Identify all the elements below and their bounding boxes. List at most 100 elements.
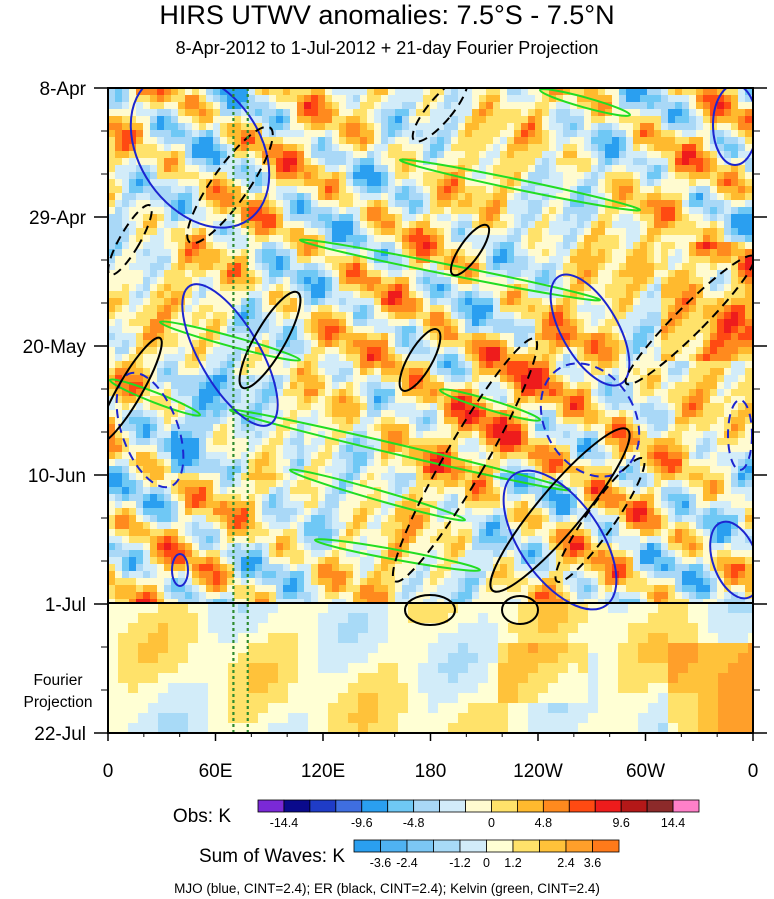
- field-cell: [304, 459, 311, 466]
- field-cell: [717, 116, 724, 123]
- field-cell: [234, 333, 241, 340]
- field-cell: [521, 319, 528, 326]
- field-cell: [640, 130, 647, 137]
- field-cell: [416, 144, 423, 151]
- field-cell: [710, 221, 717, 228]
- field-cell: [192, 95, 199, 102]
- field-cell: [220, 102, 227, 109]
- field-cell: [661, 186, 668, 193]
- field-cell: [528, 172, 535, 179]
- field-cell: [528, 382, 535, 389]
- field-cell: [199, 116, 206, 123]
- field-cell: [591, 130, 598, 137]
- field-cell: [297, 102, 304, 109]
- field-cell: [535, 319, 542, 326]
- field-cell: [710, 165, 717, 172]
- field-cell: [395, 221, 402, 228]
- field-cell: [570, 144, 577, 151]
- field-cell: [696, 410, 703, 417]
- field-cell: [731, 158, 738, 165]
- field-cell: [612, 242, 619, 249]
- field-cell: [465, 305, 472, 312]
- field-cell: [724, 382, 731, 389]
- field-cell: [402, 277, 409, 284]
- field-cell: [430, 445, 437, 452]
- field-cell: [381, 116, 388, 123]
- field-cell: [122, 235, 129, 242]
- field-cell: [360, 263, 367, 270]
- field-cell: [703, 375, 710, 382]
- field-cell: [626, 235, 633, 242]
- field-cell: [381, 151, 388, 158]
- field-cell: [661, 396, 668, 403]
- field-cell: [675, 95, 682, 102]
- field-cell: [290, 410, 297, 417]
- field-cell: [591, 424, 598, 431]
- field-cell: [297, 382, 304, 389]
- field-cell: [269, 403, 276, 410]
- field-cell: [311, 249, 318, 256]
- field-cell: [577, 347, 584, 354]
- field-cell: [612, 305, 619, 312]
- field-cell: [129, 221, 136, 228]
- field-cell: [353, 200, 360, 207]
- field-cell: [472, 88, 479, 95]
- field-cell: [745, 417, 752, 424]
- field-cell: [108, 277, 115, 284]
- field-cell: [661, 130, 668, 137]
- field-cell: [507, 179, 514, 186]
- field-cell: [339, 144, 346, 151]
- field-cell: [178, 445, 185, 452]
- field-cell: [577, 249, 584, 256]
- field-cell: [269, 172, 276, 179]
- field-cell: [696, 249, 703, 256]
- field-cell: [500, 95, 507, 102]
- field-cell: [318, 396, 325, 403]
- field-cell: [367, 207, 374, 214]
- field-cell: [640, 326, 647, 333]
- field-cell: [262, 312, 269, 319]
- field-cell: [423, 88, 430, 95]
- field-cell: [696, 347, 703, 354]
- field-cell: [479, 165, 486, 172]
- field-cell: [108, 326, 115, 333]
- field-cell: [115, 312, 122, 319]
- field-cell: [591, 88, 598, 95]
- field-cell: [472, 102, 479, 109]
- field-cell: [521, 403, 528, 410]
- field-cell: [605, 270, 612, 277]
- field-cell: [696, 200, 703, 207]
- field-cell: [423, 179, 430, 186]
- field-cell: [178, 214, 185, 221]
- field-cell: [360, 431, 367, 438]
- field-cell: [647, 179, 654, 186]
- field-cell: [395, 137, 402, 144]
- field-cell: [164, 95, 171, 102]
- field-cell: [731, 319, 738, 326]
- field-cell: [423, 242, 430, 249]
- field-cell: [444, 221, 451, 228]
- field-cell: [535, 123, 542, 130]
- field-cell: [367, 123, 374, 130]
- field-cell: [465, 277, 472, 284]
- field-cell: [563, 221, 570, 228]
- field-cell: [626, 137, 633, 144]
- field-cell: [108, 438, 115, 445]
- field-cell: [143, 172, 150, 179]
- field-cell: [724, 193, 731, 200]
- field-cell: [395, 396, 402, 403]
- field-cell: [346, 102, 353, 109]
- field-cell: [360, 326, 367, 333]
- field-cell: [682, 382, 689, 389]
- field-cell: [290, 242, 297, 249]
- field-cell: [381, 242, 388, 249]
- field-cell: [710, 298, 717, 305]
- field-cell: [451, 235, 458, 242]
- field-cell: [192, 88, 199, 95]
- field-cell: [661, 256, 668, 263]
- field-cell: [185, 361, 192, 368]
- field-cell: [703, 277, 710, 284]
- field-cell: [234, 326, 241, 333]
- field-cell: [304, 396, 311, 403]
- field-cell: [535, 424, 542, 431]
